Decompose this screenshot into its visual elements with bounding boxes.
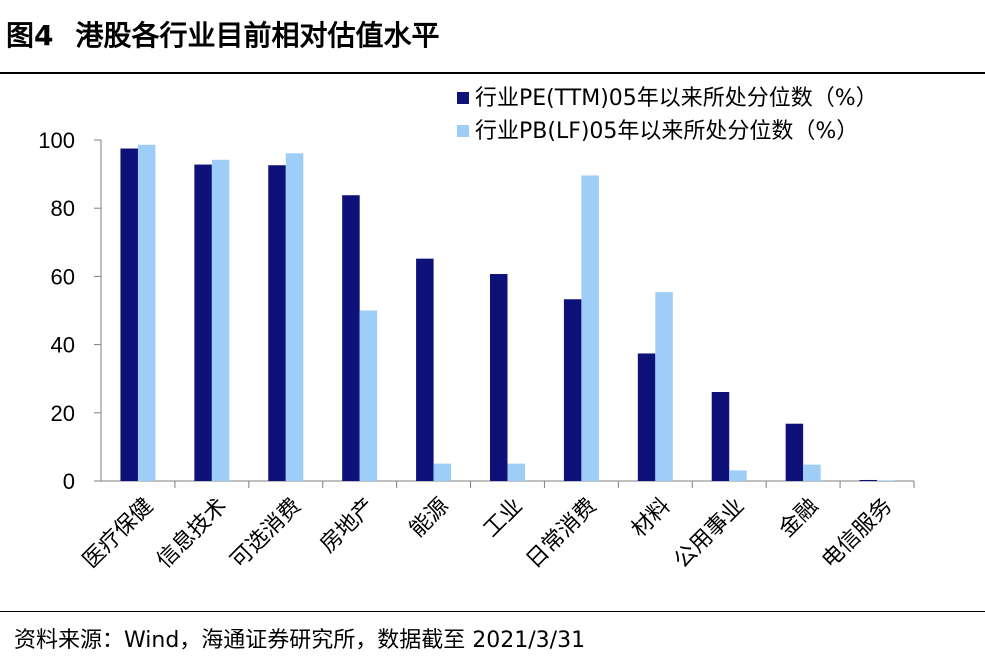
y-tick-label: 100 xyxy=(38,128,75,153)
bar-pe xyxy=(859,479,878,481)
y-tick-label: 80 xyxy=(51,196,75,221)
y-tick-label: 20 xyxy=(51,401,75,426)
figure-title-text: 港股各行业目前相对估值水平 xyxy=(75,19,440,52)
bar-pb xyxy=(285,153,304,481)
x-category-label: 可选消费 xyxy=(226,494,306,574)
x-category-label: 医疗保健 xyxy=(78,494,158,574)
x-category-label: 能源 xyxy=(405,494,454,543)
figure-number: 图4 xyxy=(6,19,54,52)
y-tick-label: 0 xyxy=(63,469,75,494)
x-category-label: 日常消费 xyxy=(522,494,602,574)
bar-pe xyxy=(342,195,360,481)
bar-pe xyxy=(120,148,138,481)
y-tick-label: 60 xyxy=(51,264,75,289)
x-category-label: 材料 xyxy=(627,494,676,543)
legend-swatch xyxy=(457,92,469,104)
x-category-label: 信息技术 xyxy=(152,494,232,574)
source-note: 资料来源：Wind，海通证券研究所，数据截至 2021/3/31 xyxy=(14,628,586,653)
bar-pe xyxy=(194,164,212,481)
bar-pb xyxy=(433,463,452,481)
y-tick-label: 40 xyxy=(51,333,75,358)
bar-pb xyxy=(359,310,378,481)
bar-pb xyxy=(137,144,156,482)
bar-pb xyxy=(655,292,673,481)
x-category-label: 工业 xyxy=(479,494,528,543)
legend-label: 行业PE(TTM)05年以来所处分位数（%） xyxy=(475,86,878,111)
bar-pe xyxy=(416,258,434,481)
legend-label: 行业PB(LF)05年以来所处分位数（%） xyxy=(475,119,858,144)
bar-pe xyxy=(268,165,286,481)
bar-pb xyxy=(877,480,895,481)
x-category-label: 电信服务 xyxy=(817,494,897,574)
x-category-label: 金融 xyxy=(775,494,824,543)
bar-pe xyxy=(563,299,582,481)
bar-pe xyxy=(785,423,804,481)
bar-pe xyxy=(711,391,730,481)
x-category-label: 公用事业 xyxy=(670,494,750,574)
bar-pb xyxy=(211,159,230,481)
x-category-label: 房地产 xyxy=(316,494,380,558)
bar-pb xyxy=(803,464,821,481)
legend-swatch xyxy=(457,125,469,137)
source-rule xyxy=(0,611,985,612)
bar-pb xyxy=(507,463,525,481)
bar-pb xyxy=(581,175,599,482)
title-rule xyxy=(0,72,985,74)
figure-title: 图4 港股各行业目前相对估值水平 xyxy=(6,6,440,66)
bar-pe xyxy=(637,353,656,481)
bar-pb xyxy=(729,470,747,481)
bar-pe xyxy=(490,274,508,481)
